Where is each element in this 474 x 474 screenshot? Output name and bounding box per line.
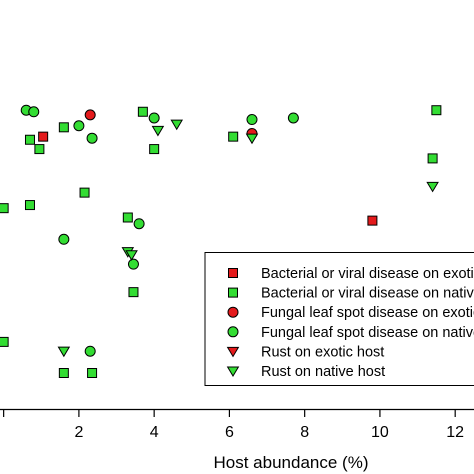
point-bacterial-or-viral-disease-on-native-host-15 <box>87 368 98 378</box>
legend-label-fungal-leaf-spot-disease-on-exotic-host: Fungal leaf spot disease on exotic host <box>261 305 474 321</box>
x-axis-ticks: 2 4 6 8 10 12 <box>3 409 464 441</box>
legend-marker-fungal-leaf-spot-disease-on-native-host <box>227 326 239 338</box>
legend-marker-rust-on-native-host <box>226 366 240 378</box>
point-bacterial-or-viral-disease-on-native-host-2 <box>58 122 69 133</box>
point-fungal-leaf-spot-disease-on-native-host-4 <box>148 112 160 124</box>
point-bacterial-or-viral-disease-on-native-host-14 <box>58 368 69 378</box>
x-tick-label-12: 12 <box>446 424 464 441</box>
point-rust-on-native-host-2 <box>245 133 259 145</box>
point-rust-on-native-host-0 <box>170 119 184 131</box>
point-fungal-leaf-spot-disease-on-native-host-7 <box>58 233 70 245</box>
point-rust-on-native-host-3 <box>426 181 439 193</box>
point-fungal-leaf-spot-disease-on-native-host-1 <box>28 106 40 118</box>
legend-marker-bacterial-or-viral-disease-on-native-host <box>228 287 238 298</box>
point-bacterial-or-viral-disease-on-native-host-12 <box>128 287 139 298</box>
legend-marker-bacterial-or-viral-disease-on-exotic-host <box>228 268 238 278</box>
legend-label-bacterial-or-viral-disease-on-exotic-host: Bacterial or viral disease on exotic hos… <box>261 266 474 282</box>
point-fungal-leaf-spot-disease-on-native-host-3 <box>86 132 98 144</box>
point-fungal-leaf-spot-disease-on-native-host-2 <box>73 120 85 132</box>
point-bacterial-or-viral-disease-on-native-host-6 <box>431 105 442 116</box>
point-bacterial-or-viral-disease-on-native-host-13 <box>0 336 9 347</box>
point-bacterial-or-viral-disease-on-native-host-9 <box>0 203 9 214</box>
x-tick-label-10: 10 <box>371 424 389 441</box>
legend-marker-fungal-leaf-spot-disease-on-exotic-host <box>227 306 239 318</box>
point-bacterial-or-viral-disease-on-native-host-3 <box>137 106 148 117</box>
x-tick-label-8: 8 <box>300 424 309 441</box>
legend-label-fungal-leaf-spot-disease-on-native-host: Fungal leaf spot disease on native host <box>261 325 474 341</box>
point-bacterial-or-viral-disease-on-native-host-5 <box>228 131 239 142</box>
point-bacterial-or-viral-disease-on-exotic-host-0 <box>38 131 49 142</box>
point-bacterial-or-viral-disease-on-native-host-10 <box>79 187 90 198</box>
point-bacterial-or-viral-disease-on-native-host-1 <box>34 144 45 155</box>
point-bacterial-or-viral-disease-on-native-host-4 <box>149 144 160 155</box>
point-bacterial-or-viral-disease-on-native-host-11 <box>122 212 133 223</box>
legend-box <box>204 252 474 386</box>
legend-label-rust-on-exotic-host: Rust on exotic host <box>261 344 384 360</box>
point-fungal-leaf-spot-disease-on-native-host-5 <box>246 114 258 126</box>
point-fungal-leaf-spot-disease-on-native-host-6 <box>287 112 299 124</box>
legend-items: Bacterial or viral disease on exotic hos… <box>226 266 474 380</box>
point-rust-on-native-host-5 <box>125 250 138 261</box>
point-fungal-leaf-spot-disease-on-native-host-9 <box>127 258 139 270</box>
point-rust-on-native-host-1 <box>151 125 165 137</box>
legend-label-rust-on-native-host: Rust on native host <box>261 364 385 380</box>
x-tick-label-6: 6 <box>225 424 234 441</box>
point-bacterial-or-viral-disease-on-exotic-host-2 <box>367 215 378 226</box>
point-bacterial-or-viral-disease-on-native-host-7 <box>427 153 438 164</box>
point-fungal-leaf-spot-disease-on-native-host-8 <box>133 218 145 230</box>
point-fungal-leaf-spot-disease-on-native-host-10 <box>84 345 96 357</box>
data-points <box>0 104 442 378</box>
point-rust-on-native-host-6 <box>57 346 71 358</box>
legend-label-bacterial-or-viral-disease-on-native-host: Bacterial or viral disease on native hos… <box>261 286 474 302</box>
point-bacterial-or-viral-disease-on-native-host-8 <box>24 200 35 211</box>
x-axis-title: Host abundance (%) <box>214 453 369 472</box>
legend-marker-rust-on-exotic-host <box>226 346 240 358</box>
point-bacterial-or-viral-disease-on-native-host-0 <box>24 134 35 145</box>
legend: Bacterial or viral disease on exotic hos… <box>204 252 474 386</box>
x-tick-label-2: 2 <box>74 424 83 441</box>
point-fungal-leaf-spot-disease-on-exotic-host-0 <box>84 109 96 121</box>
x-tick-label-4: 4 <box>150 424 159 441</box>
